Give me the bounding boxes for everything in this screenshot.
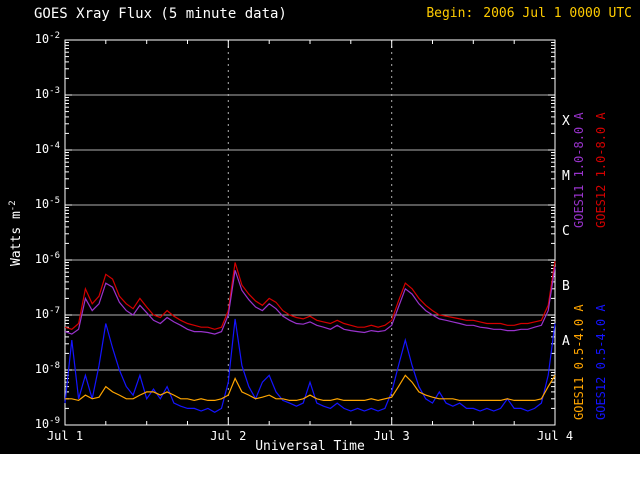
y-tick-label: 10-8 — [34, 361, 60, 376]
y-axis-label: Watts m-2 — [7, 200, 25, 266]
flux-chart — [64, 39, 556, 426]
flare-class-label: C — [562, 223, 570, 239]
begin-timestamp: Begin: 2006 Jul 1 0000 UTC — [426, 6, 632, 21]
legend-goes11-short: GOES11 0.5-4.0 A — [572, 304, 586, 421]
flare-class-label: X — [562, 113, 570, 129]
flare-class-label: M — [562, 168, 570, 184]
flare-class-label: A — [562, 333, 570, 349]
x-tick-label: Jul 4 — [536, 429, 574, 443]
flare-class-label: B — [562, 278, 570, 294]
legend-goes12-long: GOES12 1.0-8.0 A — [594, 112, 608, 228]
x-tick-label: Jul 1 — [46, 429, 84, 443]
y-tick-label: 10-6 — [34, 251, 60, 266]
footer-bar: Updated 2006 Jul 3 23:56:06 UTC NOAA/SEC… — [0, 454, 640, 480]
y-tick-label: 10-4 — [34, 141, 60, 156]
page-title: GOES Xray Flux (5 minute data) — [34, 6, 287, 22]
x-tick-label: Jul 3 — [373, 429, 410, 443]
y-tick-label: 10-2 — [34, 31, 60, 46]
y-tick-label: 10-9 — [34, 416, 60, 431]
y-tick-label: 10-7 — [34, 306, 60, 321]
x-axis-label: Universal Time — [255, 439, 365, 454]
y-tick-label: 10-5 — [34, 196, 60, 211]
legend-goes12-short: GOES12 0.5-4.0 A — [594, 304, 608, 421]
x-tick-label: Jul 2 — [210, 429, 247, 443]
y-tick-label: 10-3 — [34, 86, 60, 101]
begin-label: Begin: — [426, 6, 474, 21]
legend-goes11-long: GOES11 1.0-8.0 A — [572, 112, 586, 228]
begin-value: 2006 Jul 1 0000 UTC — [483, 6, 632, 21]
